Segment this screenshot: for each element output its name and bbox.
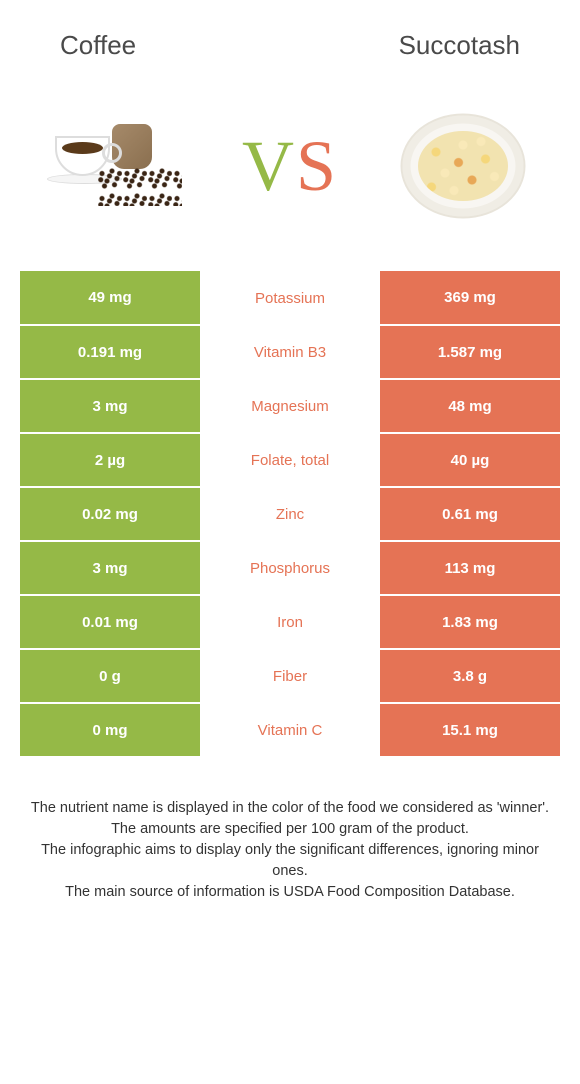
nutrient-name: Zinc [200, 487, 380, 541]
table-row: 3 mgMagnesium48 mg [20, 379, 560, 433]
succotash-food-icon [418, 131, 508, 201]
left-value: 0.02 mg [20, 487, 200, 541]
left-value: 49 mg [20, 271, 200, 325]
footer-line-2: The amounts are specified per 100 gram o… [30, 819, 550, 840]
table-row: 3 mgPhosphorus113 mg [20, 541, 560, 595]
coffee-beans-icon [97, 166, 182, 206]
infographic-container: Coffee Succotash VS 49 mgPotassium369 mg… [0, 0, 580, 923]
nutrient-name: Vitamin C [200, 703, 380, 757]
left-value: 3 mg [20, 379, 200, 433]
left-value: 0.191 mg [20, 325, 200, 379]
left-food-title: Coffee [60, 30, 136, 61]
right-value: 40 µg [380, 433, 560, 487]
table-row: 0 gFiber3.8 g [20, 649, 560, 703]
vs-label: VS [242, 125, 338, 208]
right-value: 48 mg [380, 379, 560, 433]
nutrient-name: Magnesium [200, 379, 380, 433]
right-value: 15.1 mg [380, 703, 560, 757]
left-value: 0.01 mg [20, 595, 200, 649]
table-row: 0.191 mgVitamin B31.587 mg [20, 325, 560, 379]
right-value: 1.587 mg [380, 325, 560, 379]
nutrient-name: Phosphorus [200, 541, 380, 595]
coffee-image [47, 111, 187, 221]
nutrient-table: 49 mgPotassium369 mg0.191 mgVitamin B31.… [20, 271, 560, 758]
left-value: 2 µg [20, 433, 200, 487]
nutrient-name: Folate, total [200, 433, 380, 487]
nutrient-name: Potassium [200, 271, 380, 325]
nutrient-name: Fiber [200, 649, 380, 703]
right-value: 0.61 mg [380, 487, 560, 541]
right-value: 113 mg [380, 541, 560, 595]
footer-line-3: The infographic aims to display only the… [30, 840, 550, 882]
images-row: VS [20, 101, 560, 231]
table-row: 0.01 mgIron1.83 mg [20, 595, 560, 649]
right-value: 1.83 mg [380, 595, 560, 649]
table-row: 0 mgVitamin C15.1 mg [20, 703, 560, 757]
footer-line-1: The nutrient name is displayed in the co… [30, 798, 550, 819]
left-value: 3 mg [20, 541, 200, 595]
footer-notes: The nutrient name is displayed in the co… [20, 798, 560, 903]
right-value: 3.8 g [380, 649, 560, 703]
footer-line-4: The main source of information is USDA F… [30, 882, 550, 903]
right-value: 369 mg [380, 271, 560, 325]
header-row: Coffee Succotash [20, 30, 560, 61]
vs-v-letter: V [242, 126, 296, 206]
nutrient-table-body: 49 mgPotassium369 mg0.191 mgVitamin B31.… [20, 271, 560, 757]
left-value: 0 g [20, 649, 200, 703]
table-row: 0.02 mgZinc0.61 mg [20, 487, 560, 541]
table-row: 49 mgPotassium369 mg [20, 271, 560, 325]
succotash-image [393, 111, 533, 221]
left-value: 0 mg [20, 703, 200, 757]
nutrient-name: Vitamin B3 [200, 325, 380, 379]
table-row: 2 µgFolate, total40 µg [20, 433, 560, 487]
right-food-title: Succotash [399, 30, 520, 61]
vs-s-letter: S [296, 126, 338, 206]
nutrient-name: Iron [200, 595, 380, 649]
